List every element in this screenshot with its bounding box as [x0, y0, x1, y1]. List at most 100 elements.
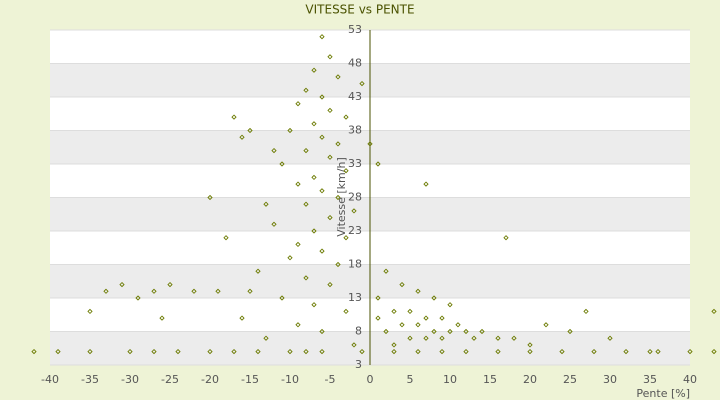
y-axis-label: Vitesse [km/h]: [335, 157, 348, 237]
point: [423, 181, 429, 187]
point: [543, 322, 549, 328]
point: [247, 288, 253, 294]
point: [455, 322, 461, 328]
point: [327, 281, 333, 288]
point: [375, 161, 381, 167]
x-tick-label: -5: [325, 373, 336, 386]
point: [423, 335, 429, 341]
point: [255, 348, 261, 355]
point: [431, 328, 437, 335]
x-tick-label: -35: [81, 373, 99, 386]
point: [103, 288, 109, 294]
point: [463, 348, 469, 355]
point: [279, 295, 285, 301]
x-axis-label: Pente [%]: [636, 387, 690, 400]
point: [287, 127, 293, 134]
point: [415, 288, 421, 294]
point: [375, 315, 381, 321]
point: [343, 168, 349, 174]
point: [391, 308, 397, 315]
point: [311, 174, 317, 181]
point: [295, 181, 301, 187]
point: [135, 295, 141, 301]
point: [87, 308, 93, 315]
chart-title: VITESSE vs PENTE: [305, 3, 414, 17]
y-tick-label: 3: [355, 358, 362, 371]
point: [303, 201, 309, 207]
point: [335, 141, 341, 147]
x-tick-label: 5: [407, 373, 414, 386]
point: [407, 308, 413, 315]
x-tick-label: -40: [41, 373, 59, 386]
point: [119, 281, 125, 288]
y-tick-label: 28: [348, 191, 362, 204]
point: [207, 194, 213, 201]
x-tick-label: -30: [121, 373, 139, 386]
point: [359, 348, 365, 355]
y-tick-label: 33: [348, 157, 362, 170]
point: [175, 348, 181, 355]
point: [351, 208, 357, 214]
point: [239, 315, 245, 321]
x-tick-label: 25: [563, 373, 577, 386]
point: [271, 147, 277, 154]
point: [319, 348, 325, 355]
point: [343, 308, 349, 315]
point: [319, 94, 325, 100]
point: [311, 228, 317, 234]
point: [263, 335, 269, 341]
point: [399, 281, 405, 288]
point: [687, 348, 693, 355]
point: [295, 101, 301, 107]
point: [127, 348, 133, 355]
point: [359, 80, 365, 87]
point: [223, 235, 229, 241]
point: [415, 322, 421, 328]
x-tick-label: 10: [443, 373, 457, 386]
point: [167, 281, 173, 288]
point: [391, 342, 397, 348]
x-tick-label: -10: [281, 373, 299, 386]
x-tick-label: 0: [367, 373, 374, 386]
point: [271, 221, 277, 227]
point: [151, 348, 157, 355]
point: [295, 322, 301, 328]
point: [447, 328, 453, 335]
point: [191, 288, 197, 294]
point: [319, 248, 325, 254]
point: [87, 348, 93, 355]
point: [279, 161, 285, 167]
point: [159, 315, 165, 321]
y-tick-label: 43: [348, 90, 362, 103]
point: [399, 322, 405, 328]
point: [151, 288, 157, 294]
point: [255, 268, 261, 274]
point: [479, 328, 485, 335]
point: [231, 348, 237, 355]
x-tick-label: -20: [201, 373, 219, 386]
point: [407, 335, 413, 341]
point: [583, 308, 589, 315]
point: [447, 302, 453, 308]
x-tick-label: 35: [643, 373, 657, 386]
point: [647, 348, 653, 355]
point: [391, 348, 397, 355]
point: [343, 114, 349, 120]
point: [311, 302, 317, 308]
point: [591, 348, 597, 355]
point: [463, 328, 469, 335]
point: [383, 328, 389, 335]
point: [375, 295, 381, 301]
point: [439, 335, 445, 341]
point: [383, 268, 389, 274]
point: [287, 348, 293, 355]
y-tick-label: 13: [348, 291, 362, 304]
point: [343, 235, 349, 241]
point: [567, 328, 573, 335]
point: [327, 107, 333, 114]
point: [351, 342, 357, 348]
point: [495, 335, 501, 341]
point: [511, 335, 517, 341]
point: [303, 348, 309, 355]
